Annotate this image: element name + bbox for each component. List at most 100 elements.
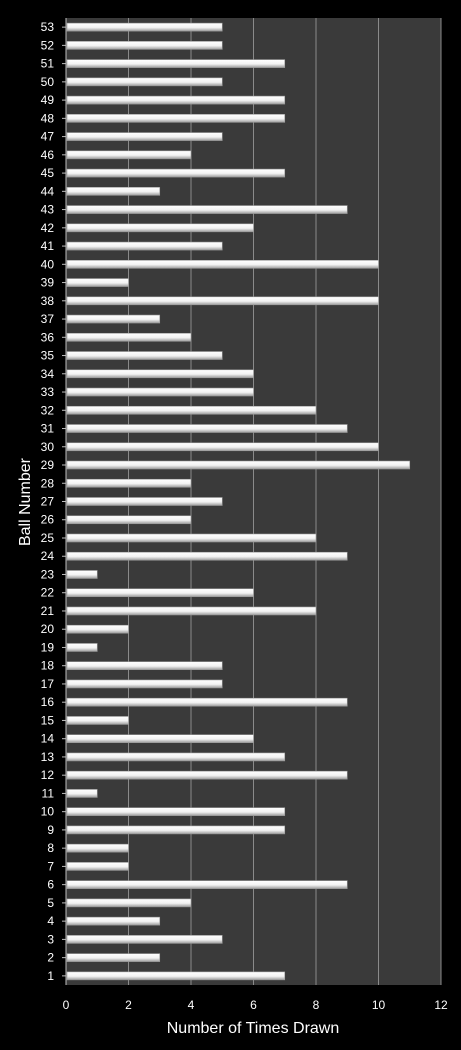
y-tick-label: 48 — [41, 111, 55, 125]
y-tick-label: 4 — [47, 914, 54, 928]
y-tick-label: 45 — [41, 166, 55, 180]
y-tick-label: 36 — [41, 330, 55, 344]
bar-ball-13 — [66, 752, 286, 762]
y-tick-label: 14 — [41, 732, 55, 746]
bar-ball-12 — [66, 770, 348, 780]
bar-ball-21 — [66, 606, 317, 616]
bar-ball-33 — [66, 387, 254, 397]
bar-ball-50 — [66, 77, 223, 87]
bar-ball-14 — [66, 734, 254, 743]
bar-ball-43 — [66, 205, 348, 214]
y-tick-label: 51 — [41, 57, 55, 71]
bar-ball-20 — [66, 624, 129, 634]
x-tick-label: 10 — [372, 998, 386, 1012]
y-tick-label: 16 — [41, 695, 55, 709]
bar-ball-52 — [66, 41, 223, 50]
bar-ball-1 — [66, 971, 286, 981]
x-tick-label: 4 — [188, 998, 195, 1012]
bar-ball-6 — [66, 880, 348, 889]
bar-ball-30 — [66, 442, 379, 452]
bar-ball-24 — [66, 551, 348, 561]
x-tick-label: 0 — [63, 998, 70, 1012]
bar-ball-23 — [66, 570, 98, 579]
bar-ball-26 — [66, 515, 192, 525]
y-axis-title: Ball Number — [17, 457, 34, 546]
bar-ball-49 — [66, 95, 286, 105]
y-tick-label: 34 — [41, 367, 55, 381]
y-tick-label: 12 — [41, 768, 55, 782]
y-tick-label: 32 — [41, 403, 55, 417]
bar-ball-4 — [66, 916, 161, 926]
y-tick-label: 49 — [41, 93, 55, 107]
bar-ball-5 — [66, 898, 192, 908]
bar-ball-42 — [66, 223, 254, 233]
y-tick-label: 17 — [41, 677, 55, 691]
x-tick-label: 12 — [434, 998, 448, 1012]
y-tick-label: 30 — [41, 440, 55, 454]
bar-ball-29 — [66, 460, 411, 470]
y-tick-labels: 1234567891011121314151617181920212223242… — [41, 20, 66, 983]
bar-ball-37 — [66, 314, 161, 324]
y-tick-label: 52 — [41, 38, 55, 52]
bar-ball-35 — [66, 351, 223, 360]
y-tick-label: 33 — [41, 385, 55, 399]
y-tick-label: 26 — [41, 513, 55, 527]
y-tick-label: 25 — [41, 531, 55, 545]
x-tick-label: 8 — [313, 998, 320, 1012]
y-tick-label: 5 — [47, 896, 54, 910]
y-tick-label: 23 — [41, 567, 55, 581]
bar-ball-18 — [66, 661, 223, 671]
bar-ball-34 — [66, 369, 254, 379]
y-tick-label: 41 — [41, 239, 55, 253]
x-tick-label: 6 — [250, 998, 257, 1012]
bar-ball-53 — [66, 22, 223, 32]
bar-ball-17 — [66, 679, 223, 689]
bar-ball-3 — [66, 935, 223, 944]
bar-ball-22 — [66, 588, 254, 598]
y-tick-label: 39 — [41, 276, 55, 290]
y-tick-label: 21 — [41, 604, 55, 618]
y-tick-label: 22 — [41, 586, 55, 600]
y-tick-label: 31 — [41, 422, 55, 436]
y-tick-label: 11 — [42, 786, 55, 800]
y-tick-label: 20 — [41, 622, 55, 636]
bar-ball-32 — [66, 405, 317, 415]
bar-ball-16 — [66, 697, 348, 707]
y-tick-label: 44 — [41, 184, 55, 198]
bar-ball-31 — [66, 424, 348, 433]
bar-ball-38 — [66, 296, 379, 306]
y-tick-label: 46 — [41, 148, 55, 162]
y-tick-label: 50 — [41, 75, 55, 89]
y-tick-label: 47 — [41, 130, 55, 144]
y-tick-label: 28 — [41, 476, 55, 490]
y-tick-label: 15 — [41, 713, 55, 727]
y-tick-label: 8 — [47, 841, 54, 855]
bar-ball-25 — [66, 533, 317, 543]
y-tick-label: 37 — [41, 312, 55, 326]
y-tick-label: 43 — [41, 203, 55, 217]
y-tick-label: 3 — [47, 932, 54, 946]
bar-ball-51 — [66, 59, 286, 68]
y-tick-label: 29 — [41, 458, 55, 472]
bar-ball-11 — [66, 789, 98, 798]
x-tick-labels: 0 2 4 6 8 10 12 — [63, 998, 448, 1012]
y-tick-label: 10 — [41, 805, 55, 819]
bar-ball-40 — [66, 260, 379, 269]
y-tick-label: 7 — [47, 859, 54, 873]
x-axis-title: Number of Times Drawn — [167, 1020, 340, 1037]
bar-ball-39 — [66, 278, 129, 287]
y-tick-label: 38 — [41, 294, 55, 308]
y-tick-label: 6 — [47, 878, 54, 892]
y-tick-label: 2 — [47, 951, 54, 965]
bar-ball-45 — [66, 168, 286, 178]
bar-ball-2 — [66, 953, 161, 962]
bar-ball-44 — [66, 187, 161, 196]
bar-ball-7 — [66, 862, 129, 871]
bar-ball-10 — [66, 807, 286, 816]
y-tick-label: 9 — [47, 823, 54, 837]
y-tick-label: 35 — [41, 349, 55, 363]
y-tick-label: 1 — [47, 969, 54, 983]
bar-ball-48 — [66, 114, 286, 123]
bars — [66, 22, 411, 981]
